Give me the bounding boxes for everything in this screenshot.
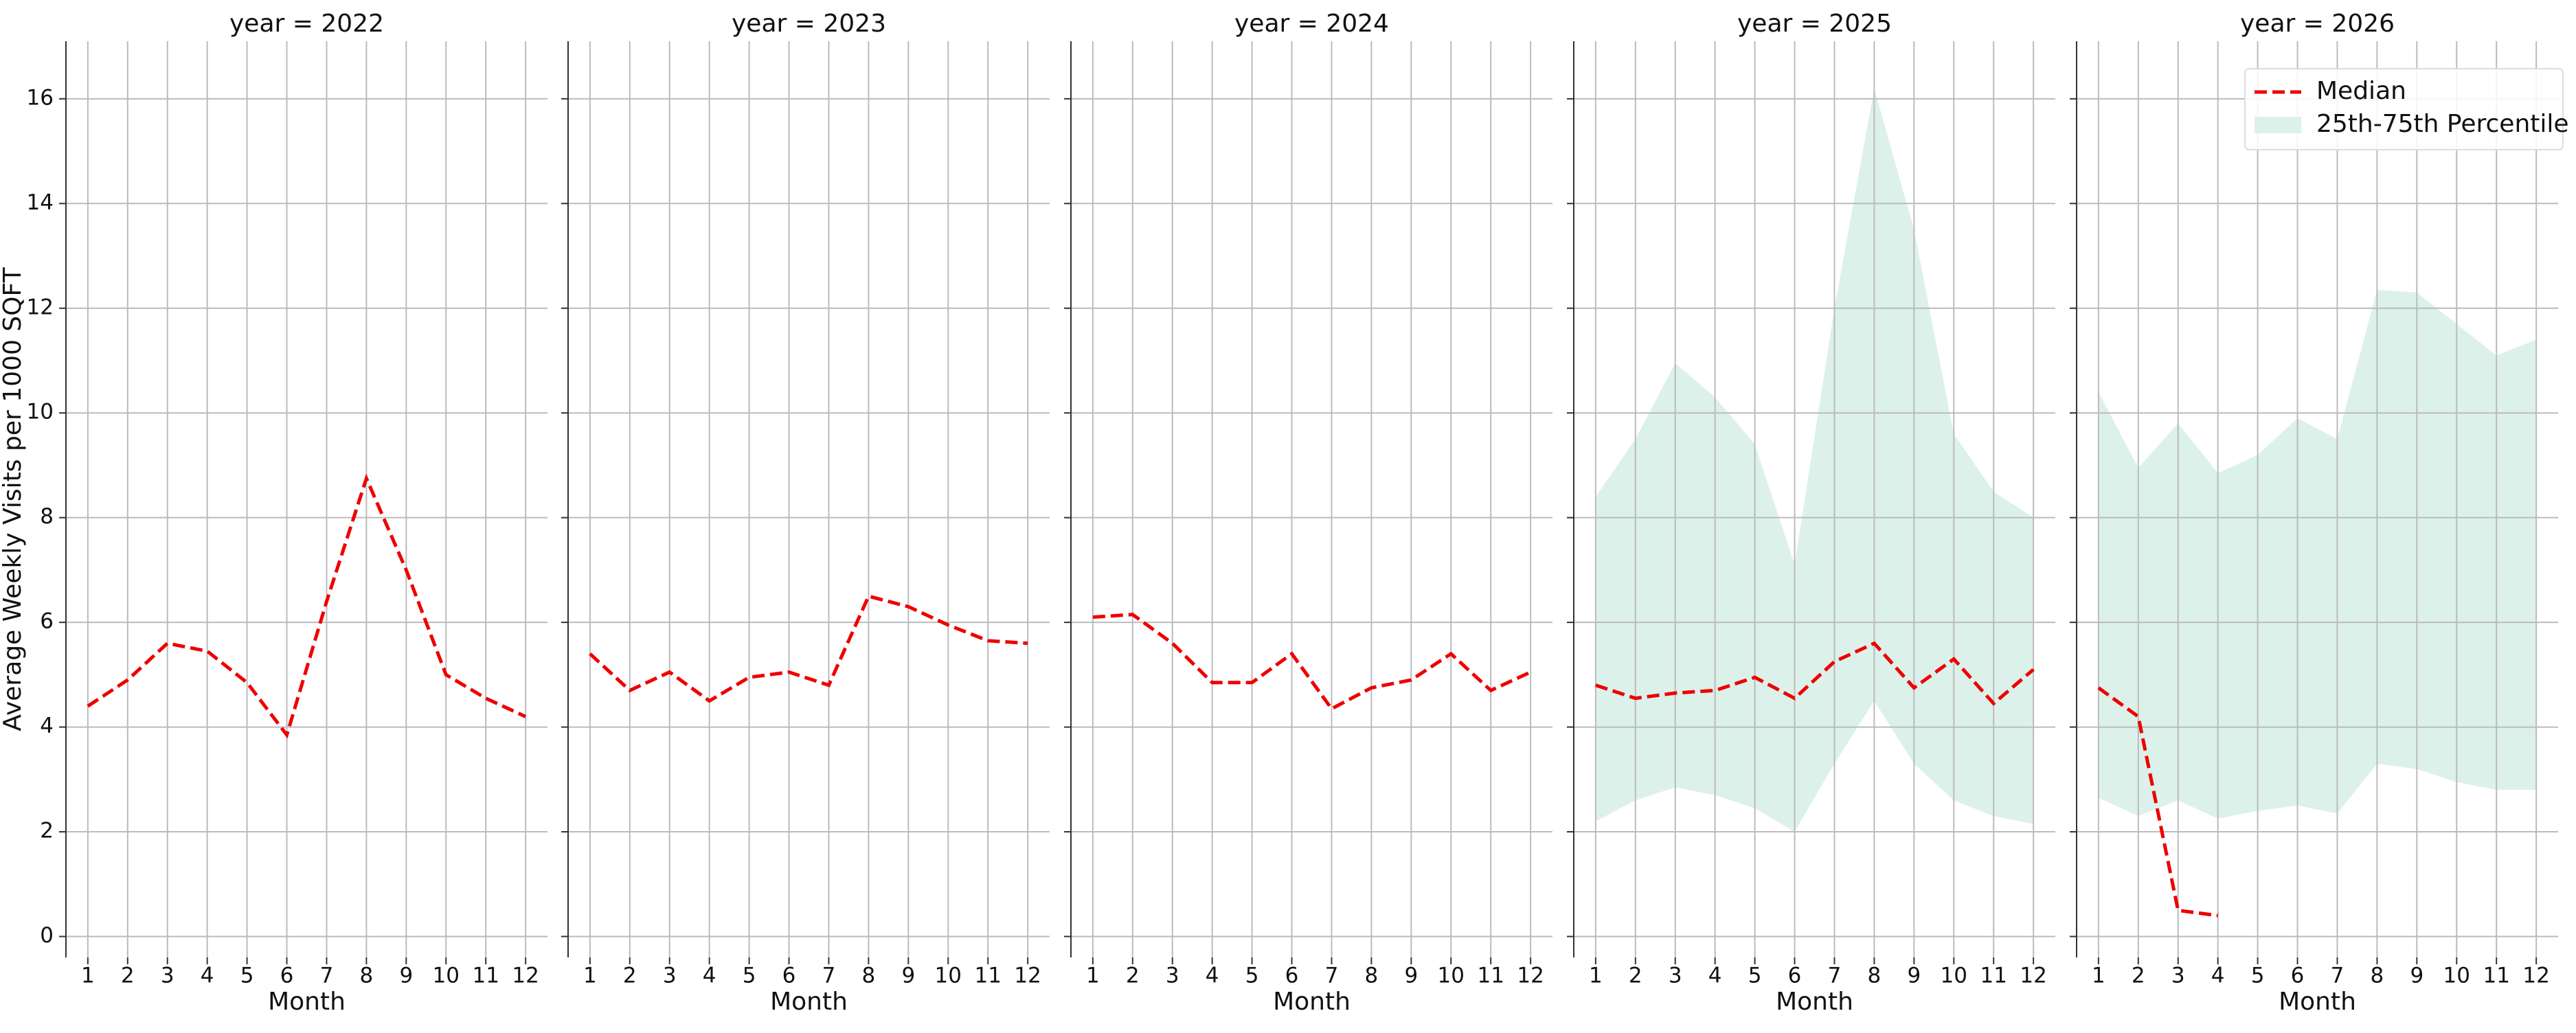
- percentile-band: [1595, 88, 2034, 832]
- x-tick-label: 6: [782, 964, 796, 988]
- x-axis-label: Month: [1776, 988, 1853, 1016]
- x-tick-label: 11: [1980, 964, 2007, 988]
- y-tick-label: 6: [40, 609, 54, 634]
- facet-title: year = 2024: [1234, 10, 1389, 38]
- x-tick-label: 7: [1325, 964, 1339, 988]
- x-tick-label: 7: [1828, 964, 1842, 988]
- x-tick-label: 2: [1126, 964, 1140, 988]
- y-tick-label: 12: [27, 295, 54, 319]
- x-tick-label: 2: [623, 964, 637, 988]
- y-tick-label: 2: [40, 819, 54, 843]
- x-tick-label: 11: [2483, 964, 2509, 988]
- x-tick-label: 12: [2522, 964, 2549, 988]
- x-tick-label: 12: [1517, 964, 1544, 988]
- x-tick-label: 9: [2410, 964, 2424, 988]
- x-tick-label: 8: [862, 964, 876, 988]
- legend-label: 25th-75th Percentile: [2316, 110, 2569, 138]
- x-tick-label: 4: [201, 964, 214, 988]
- facet-title: year = 2026: [2240, 10, 2395, 38]
- y-tick-label: 10: [27, 400, 54, 424]
- x-tick-label: 9: [1907, 964, 1921, 988]
- x-tick-label: 10: [1941, 964, 1967, 988]
- x-tick-label: 4: [2211, 964, 2225, 988]
- x-tick-label: 11: [1477, 964, 1504, 988]
- x-tick-label: 8: [360, 964, 374, 988]
- x-tick-label: 9: [399, 964, 413, 988]
- x-tick-label: 2: [121, 964, 135, 988]
- y-tick-label: 0: [40, 923, 54, 948]
- y-axis-label: Average Weekly Visits per 1000 SQFT: [0, 266, 27, 731]
- x-tick-label: 5: [2251, 964, 2265, 988]
- x-tick-label: 8: [1365, 964, 1379, 988]
- x-tick-label: 6: [280, 964, 294, 988]
- x-axis-label: Month: [2279, 988, 2356, 1016]
- x-tick-label: 9: [901, 964, 915, 988]
- legend-swatch: [2255, 117, 2301, 133]
- median-line: [589, 594, 1028, 703]
- y-tick-label: 14: [27, 190, 54, 215]
- x-tick-label: 10: [1438, 964, 1465, 988]
- x-axis-label: Month: [1273, 988, 1351, 1016]
- y-tick-label: 8: [40, 504, 54, 529]
- x-tick-label: 1: [81, 964, 95, 988]
- x-tick-label: 3: [1166, 964, 1179, 988]
- x-tick-label: 9: [1404, 964, 1418, 988]
- x-tick-label: 1: [583, 964, 597, 988]
- x-tick-label: 8: [1868, 964, 1882, 988]
- legend-label: Median: [2316, 77, 2406, 105]
- x-axis-label: Month: [268, 988, 346, 1016]
- percentile-band: [2098, 290, 2537, 819]
- x-tick-label: 6: [2291, 964, 2305, 988]
- x-tick-label: 1: [1086, 964, 1100, 988]
- x-tick-label: 5: [1748, 964, 1762, 988]
- x-tick-label: 12: [2020, 964, 2046, 988]
- x-tick-label: 7: [320, 964, 334, 988]
- median-line: [1092, 613, 1532, 712]
- x-tick-label: 10: [2443, 964, 2470, 988]
- x-tick-label: 3: [2171, 964, 2185, 988]
- x-tick-label: 5: [1245, 964, 1259, 988]
- facet-title: year = 2022: [229, 10, 384, 38]
- y-tick-label: 16: [27, 85, 54, 110]
- x-tick-label: 2: [1629, 964, 1642, 988]
- x-tick-label: 12: [512, 964, 539, 988]
- median-line: [2097, 686, 2218, 918]
- x-tick-label: 3: [1669, 964, 1682, 988]
- x-tick-label: 1: [2092, 964, 2105, 988]
- x-tick-label: 3: [663, 964, 677, 988]
- x-tick-label: 2: [2132, 964, 2145, 988]
- x-tick-label: 4: [703, 964, 716, 988]
- x-tick-label: 12: [1014, 964, 1041, 988]
- x-tick-label: 10: [433, 964, 460, 988]
- x-tick-label: 5: [743, 964, 756, 988]
- median-line: [87, 473, 527, 739]
- x-tick-label: 1: [1589, 964, 1603, 988]
- x-tick-label: 8: [2371, 964, 2384, 988]
- facet-title: year = 2023: [732, 10, 886, 38]
- x-tick-label: 4: [1206, 964, 1219, 988]
- x-tick-label: 6: [1788, 964, 1802, 988]
- x-tick-label: 11: [974, 964, 1001, 988]
- facet-title: year = 2025: [1737, 10, 1892, 38]
- legend-box: [2244, 68, 2564, 150]
- x-tick-label: 7: [2331, 964, 2345, 988]
- x-tick-label: 6: [1285, 964, 1299, 988]
- x-tick-label: 10: [935, 964, 962, 988]
- y-tick-label: 4: [40, 714, 54, 738]
- median-line: [1595, 641, 2035, 706]
- x-tick-label: 7: [822, 964, 836, 988]
- x-axis-label: Month: [770, 988, 848, 1016]
- x-tick-label: 4: [1708, 964, 1722, 988]
- x-tick-label: 3: [161, 964, 174, 988]
- x-tick-label: 11: [472, 964, 499, 988]
- x-tick-label: 5: [240, 964, 254, 988]
